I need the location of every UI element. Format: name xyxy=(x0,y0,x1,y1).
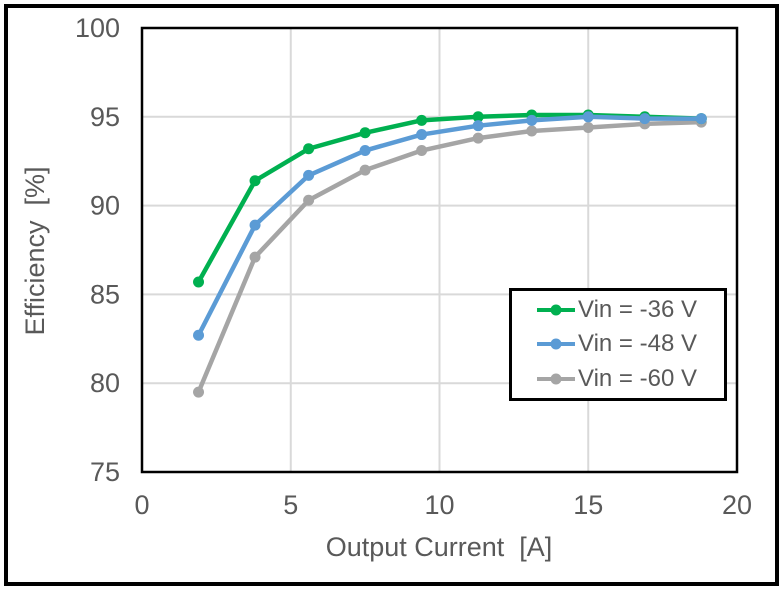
data-point xyxy=(249,251,261,263)
legend: Vin = -36 V Vin = -48 V Vin = -60 V xyxy=(509,288,727,401)
data-point xyxy=(303,194,315,206)
x-tick-label: 0 xyxy=(134,490,149,520)
data-series xyxy=(193,109,707,398)
data-point xyxy=(472,111,484,123)
y-tick-label: 85 xyxy=(90,279,120,309)
y-tick-label: 80 xyxy=(90,368,120,398)
y-tick-label: 95 xyxy=(90,102,120,132)
data-point xyxy=(359,145,371,157)
data-point xyxy=(472,132,484,144)
x-tick-label: 10 xyxy=(424,490,454,520)
data-point xyxy=(416,129,428,141)
y-tick-label: 90 xyxy=(90,191,120,221)
data-point xyxy=(472,120,484,132)
y-tick-label: 75 xyxy=(90,457,120,487)
data-point xyxy=(193,386,205,398)
series-line xyxy=(196,119,704,395)
gridlines xyxy=(142,28,737,472)
data-point xyxy=(639,113,651,125)
data-point xyxy=(359,127,371,139)
series-line xyxy=(196,114,704,338)
legend-item: Vin = -60 V xyxy=(536,364,724,392)
data-point xyxy=(359,164,371,176)
x-tick-label: 5 xyxy=(283,490,298,520)
data-point xyxy=(303,169,315,181)
data-point xyxy=(526,114,538,126)
x-axis-title: Output Current [A] xyxy=(326,532,553,562)
series-line-marker-icon xyxy=(537,373,575,385)
data-point xyxy=(526,125,538,137)
legend-item: Vin = -48 V xyxy=(536,332,724,356)
data-point xyxy=(582,121,594,133)
y-axis-tick-labels: 75 80 85 90 95 100 xyxy=(75,13,120,487)
plot-area-border xyxy=(140,26,739,474)
data-point xyxy=(249,175,261,187)
y-axis-title: Efficiency [%] xyxy=(20,166,50,335)
legend-label: Vin = -60 V xyxy=(578,364,697,392)
series-line xyxy=(196,112,704,285)
legend-item: Vin = -36 V xyxy=(536,298,724,322)
data-point xyxy=(416,145,428,157)
y-tick-label: 100 xyxy=(75,13,120,43)
legend-label: Vin = -48 V xyxy=(578,330,697,358)
data-point xyxy=(582,111,594,123)
x-tick-label: 15 xyxy=(573,490,603,520)
legend-label: Vin = -36 V xyxy=(578,296,697,324)
x-tick-label: 20 xyxy=(722,490,752,520)
data-point xyxy=(249,219,261,231)
data-point xyxy=(193,276,205,288)
data-point xyxy=(303,143,315,155)
x-axis-tick-labels: 0 5 10 15 20 xyxy=(134,490,752,520)
series-line-marker-icon xyxy=(537,304,575,316)
data-point xyxy=(695,113,707,125)
data-point xyxy=(416,114,428,126)
series-line-marker-icon xyxy=(537,338,575,350)
data-point xyxy=(193,329,205,341)
